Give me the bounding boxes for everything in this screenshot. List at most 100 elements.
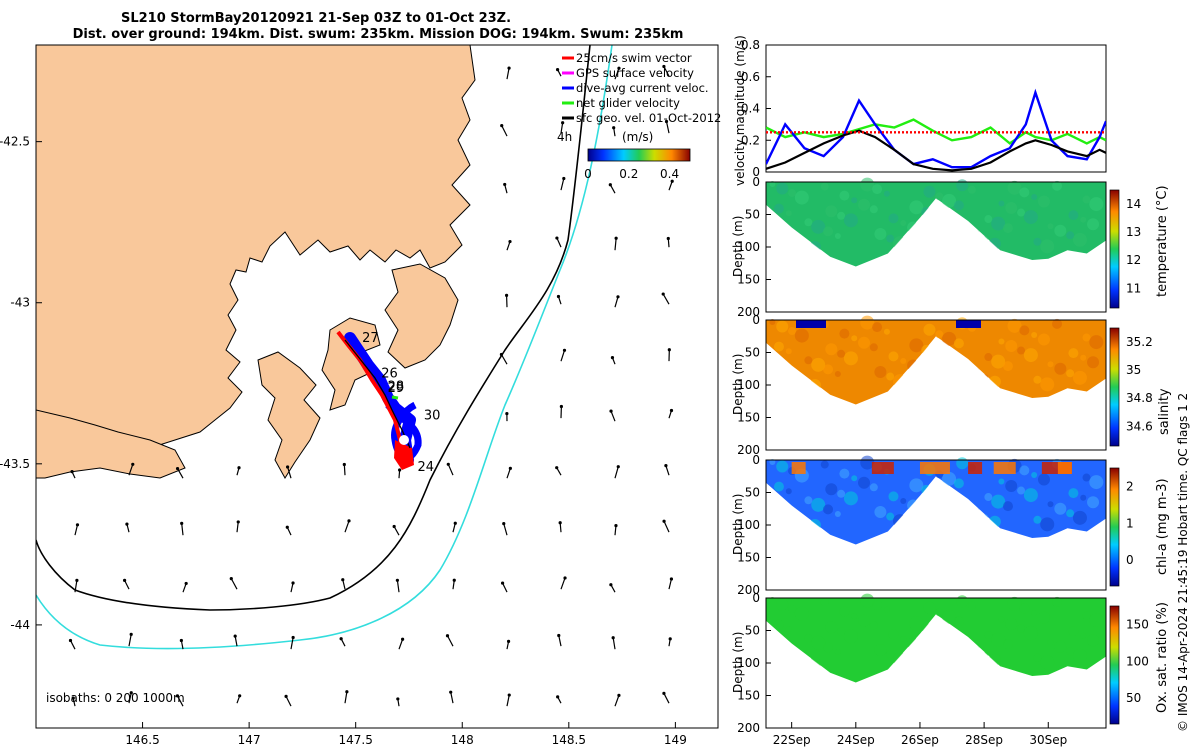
- section-texture-dot: [1040, 517, 1054, 531]
- velocity-arrow-head: [563, 349, 566, 352]
- section-texture-dot: [1073, 371, 1087, 385]
- section-texture-dot: [786, 488, 792, 494]
- section-texture-dot: [1031, 610, 1037, 616]
- section-texture-dot: [1073, 649, 1087, 663]
- section-surface-fresh: [796, 320, 826, 328]
- section-colorbar-tick: 50: [1126, 691, 1141, 705]
- velocity-arrow-head: [292, 636, 295, 639]
- map-xtick-label: 146.5: [125, 733, 159, 747]
- section-texture-dot: [1048, 361, 1054, 367]
- section-texture-dot: [1024, 348, 1038, 362]
- section-texture-dot: [884, 191, 890, 197]
- section-texture-dot: [835, 371, 841, 377]
- velocity-arrow-head: [343, 463, 346, 466]
- velocity-arrow-head: [662, 692, 665, 695]
- section-texture-dot: [837, 628, 845, 636]
- section-texture-dot: [776, 321, 788, 333]
- section-colorbar-tick: 100: [1126, 654, 1149, 668]
- section-xtick-label: 30Sep: [1029, 733, 1067, 747]
- legend-entry-label: sfc geo. vel. 01-Oct-2012: [576, 111, 721, 125]
- section-texture-dot: [1005, 618, 1017, 630]
- day-label: 24: [417, 460, 434, 475]
- velocity-arrow-head: [664, 464, 667, 467]
- colorbar-gradient: [588, 149, 690, 161]
- section-texture-dot: [998, 478, 1004, 484]
- section-ytick-label: 50: [745, 486, 760, 500]
- section-texture-dot: [823, 364, 833, 374]
- velocity-arrow-head: [508, 240, 511, 243]
- section-texture-dot: [795, 329, 809, 343]
- velocity-arrow-head: [453, 579, 456, 582]
- section-texture-dot: [888, 351, 898, 361]
- section-texture-dot: [1040, 239, 1054, 253]
- map-xtick-label: 149: [664, 733, 687, 747]
- velocity-arrow-head: [180, 639, 183, 642]
- velocity-arrow-head: [447, 463, 450, 466]
- section-ylabel: Depth (m): [731, 354, 745, 415]
- section-texture-dot: [1068, 210, 1078, 220]
- section-texture-dot: [1019, 325, 1029, 335]
- section-texture-dot: [1038, 196, 1050, 208]
- section-texture-dot: [984, 353, 992, 361]
- section-texture-dot: [1068, 488, 1078, 498]
- section-colorbar-label: chl-a (mg m-3): [1155, 478, 1170, 575]
- section-texture-dot: [1003, 361, 1013, 371]
- section-texture-dot: [1080, 495, 1086, 501]
- section-texture-dot: [1054, 225, 1066, 237]
- velocity-arrow-head: [123, 579, 126, 582]
- velocity-arrow-head: [291, 581, 294, 584]
- section-texture-dot: [1019, 187, 1029, 197]
- velocity-arrow-head: [340, 637, 343, 640]
- velocity-arrow-head: [500, 353, 503, 356]
- velocity-arrow-head: [562, 177, 565, 180]
- velocity-arrow-head: [670, 577, 673, 580]
- velocity-arrow-head: [555, 236, 558, 239]
- section-texture-dot: [858, 615, 870, 627]
- section-texture-dot: [1048, 501, 1054, 507]
- velocity-arrow-head: [563, 576, 566, 579]
- figure-title-line2: Dist. over ground: 194km. Dist. swum: 23…: [73, 27, 684, 42]
- velocity-arrow-head: [617, 694, 620, 697]
- velocity-arrow-head: [612, 636, 615, 639]
- section-texture-dot: [851, 475, 857, 481]
- section-ytick-label: 0: [752, 313, 760, 327]
- velocity-arrow-head: [341, 578, 344, 581]
- section-texture-dot: [844, 491, 858, 505]
- section-texture-dot: [956, 457, 968, 469]
- section-texture-dot: [1087, 496, 1099, 508]
- section-texture-dot: [1087, 218, 1099, 230]
- map-ytick-label: -44: [10, 618, 30, 632]
- velocity-arrow-head: [507, 67, 510, 70]
- section-texture-dot: [825, 483, 837, 495]
- velocity-arrow-head: [185, 582, 188, 585]
- section-texture-dot: [1038, 334, 1050, 346]
- copyright-side-text: © IMOS 14-Apr-2024 21:45:19 Hobart time.…: [1176, 393, 1190, 732]
- section-texture-dot: [1082, 334, 1090, 342]
- section-texture-dot: [1073, 233, 1087, 247]
- velocity-arrow-head: [667, 237, 670, 240]
- velocity-ylabel: velocity magnitude (m/s): [733, 35, 747, 186]
- section-texture-dot: [1017, 347, 1025, 355]
- velocity-arrow-head: [559, 521, 562, 524]
- section-texture-dot: [886, 235, 894, 243]
- section-texture-dot: [774, 482, 784, 492]
- velocity-arrow-head: [501, 581, 504, 584]
- section-texture-dot: [795, 607, 809, 621]
- velocity-arrow-head: [507, 640, 510, 643]
- section-texture-dot: [804, 356, 812, 364]
- map-xtick-label: 147.5: [339, 733, 373, 747]
- section-ytick-label: 0: [752, 591, 760, 605]
- section-texture-dot: [1068, 348, 1078, 358]
- velocity-arrow-head: [508, 693, 511, 696]
- section-ylabel: Depth (m): [731, 216, 745, 277]
- section-colorbar-tick: 34.8: [1126, 391, 1153, 405]
- section-texture-dot: [788, 605, 796, 613]
- section-texture-dot: [1033, 654, 1041, 662]
- legend-entry-label: 25cm/s swim vector: [576, 51, 692, 65]
- section-texture-dot: [870, 343, 878, 351]
- legend-entry-label: GPS surface velocity: [576, 66, 694, 80]
- section-texture-dot: [821, 599, 829, 607]
- section-texture-dot: [1019, 603, 1029, 613]
